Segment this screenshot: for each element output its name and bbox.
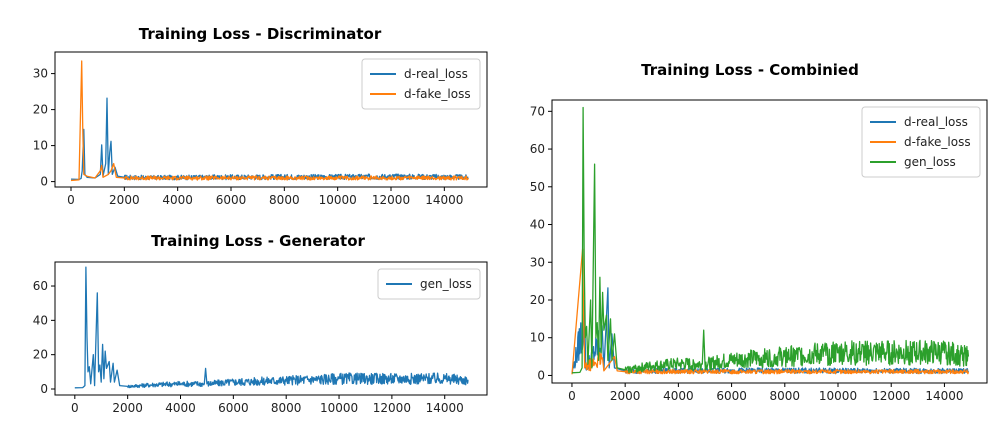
chart-title-combined: Training Loss - Combinied (641, 61, 859, 79)
x-tick-label-comb: 12000 (872, 389, 910, 403)
x-tick-label-disc: 0 (67, 193, 75, 207)
x-tick-label-disc: 8000 (269, 193, 300, 207)
series-line-gen-gen_loss (74, 266, 469, 389)
y-tick-label-comb: 60 (530, 142, 545, 156)
x-tick-label-comb: 0 (568, 389, 576, 403)
y-tick-label-comb: 50 (530, 180, 545, 194)
y-tick-label-comb: 30 (530, 255, 545, 269)
legend-comb (861, 106, 981, 178)
x-tick-label-disc: 6000 (216, 193, 247, 207)
y-tick-label-comb: 70 (530, 104, 545, 118)
chart-title-discriminator: Training Loss - Discriminator (138, 25, 382, 43)
y-tick-label-gen: 40 (33, 313, 48, 327)
x-tick-label-comb: 10000 (819, 389, 857, 403)
legend-label-comb-gen_loss: gen_loss (904, 155, 956, 169)
y-tick-label-comb: 10 (530, 331, 545, 345)
x-tick-label-comb: 4000 (663, 389, 694, 403)
y-tick-label-gen: 60 (33, 279, 48, 293)
plot-frame-comb (551, 99, 988, 384)
x-tick-label-comb: 6000 (716, 389, 747, 403)
x-tick-label-gen: 2000 (112, 401, 143, 415)
legend-label-comb-d-real_loss: d-real_loss (904, 115, 968, 129)
x-tick-label-gen: 12000 (373, 401, 411, 415)
series-line-disc-d-real_loss (70, 97, 469, 181)
y-tick-label-disc: 30 (33, 67, 48, 81)
plot-frame-disc (54, 51, 488, 188)
x-tick-label-disc: 4000 (162, 193, 193, 207)
legend-label-comb-d-fake_loss: d-fake_loss (904, 135, 971, 149)
plot-frame-gen (54, 261, 488, 396)
series-line-disc-d-fake_loss (70, 60, 469, 182)
x-tick-label-comb: 8000 (770, 389, 801, 403)
series-line-comb-d-fake_loss (571, 248, 970, 375)
x-tick-label-disc: 2000 (109, 193, 140, 207)
x-tick-label-gen: 4000 (165, 401, 196, 415)
x-tick-label-gen: 6000 (218, 401, 249, 415)
x-tick-label-disc: 10000 (319, 193, 357, 207)
y-tick-label-disc: 10 (33, 139, 48, 153)
y-tick-label-comb: 20 (530, 293, 545, 307)
x-tick-label-disc: 14000 (425, 193, 463, 207)
x-tick-label-comb: 14000 (925, 389, 963, 403)
y-tick-label-comb: 0 (537, 368, 545, 382)
x-tick-label-comb: 2000 (610, 389, 641, 403)
legend-label-gen-gen_loss: gen_loss (420, 277, 472, 291)
y-tick-label-disc: 0 (40, 175, 48, 189)
chart-title-generator: Training Loss - Generator (151, 232, 365, 250)
x-tick-label-disc: 12000 (372, 193, 410, 207)
legend-label-disc-d-fake_loss: d-fake_loss (404, 87, 471, 101)
legend-gen (377, 268, 481, 300)
legend-disc (361, 58, 481, 110)
y-tick-label-gen: 20 (33, 348, 48, 362)
x-tick-label-gen: 0 (71, 401, 79, 415)
legend-label-disc-d-real_loss: d-real_loss (404, 67, 468, 81)
y-tick-label-disc: 20 (33, 103, 48, 117)
x-tick-label-gen: 10000 (320, 401, 358, 415)
x-tick-label-gen: 14000 (426, 401, 464, 415)
x-tick-label-gen: 8000 (271, 401, 302, 415)
y-tick-label-gen: 0 (40, 382, 48, 396)
y-tick-label-comb: 40 (530, 218, 545, 232)
series-line-comb-gen_loss (571, 106, 970, 374)
